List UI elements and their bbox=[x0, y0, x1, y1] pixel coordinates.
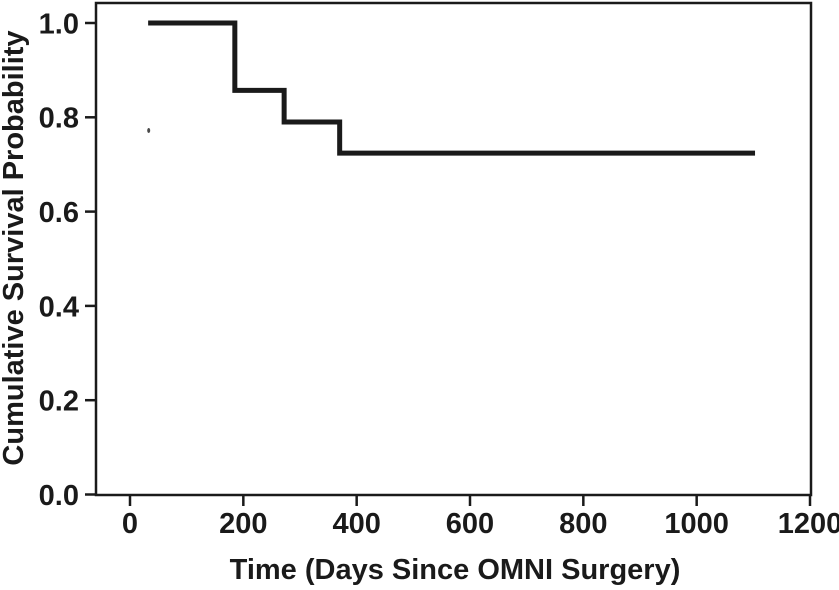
speck-artifact bbox=[147, 128, 151, 134]
axis-ticks-layer: 0 200 400 600 800 1000 1200 0.0 0.2 0.4 0.6 0.8 1.0 bbox=[39, 8, 839, 540]
x-axis-label: Time (Days Since OMNI Surgery) bbox=[230, 554, 681, 586]
x-tick-label: 600 bbox=[446, 508, 494, 540]
y-tick-label: 1.0 bbox=[39, 8, 79, 40]
y-tick-label: 0.0 bbox=[39, 480, 79, 512]
y-tick-label: 0.8 bbox=[39, 103, 79, 135]
curve-layer bbox=[147, 20, 756, 156]
x-tick-label: 1200 bbox=[778, 508, 839, 540]
plot-frame bbox=[94, 1, 813, 497]
y-tick-label: 0.6 bbox=[39, 197, 79, 229]
x-tick-label: 400 bbox=[332, 508, 380, 540]
survival-step-curve bbox=[148, 20, 756, 156]
x-tick-label: 200 bbox=[219, 508, 267, 540]
x-tick-label: 800 bbox=[559, 508, 607, 540]
x-tick-label: 0 bbox=[122, 508, 138, 540]
y-tick-label: 0.4 bbox=[39, 291, 79, 323]
y-tick-label: 0.2 bbox=[39, 386, 79, 418]
x-tick-label: 1000 bbox=[664, 508, 729, 540]
y-axis-label: Cumulative Survival Probability bbox=[0, 30, 30, 465]
